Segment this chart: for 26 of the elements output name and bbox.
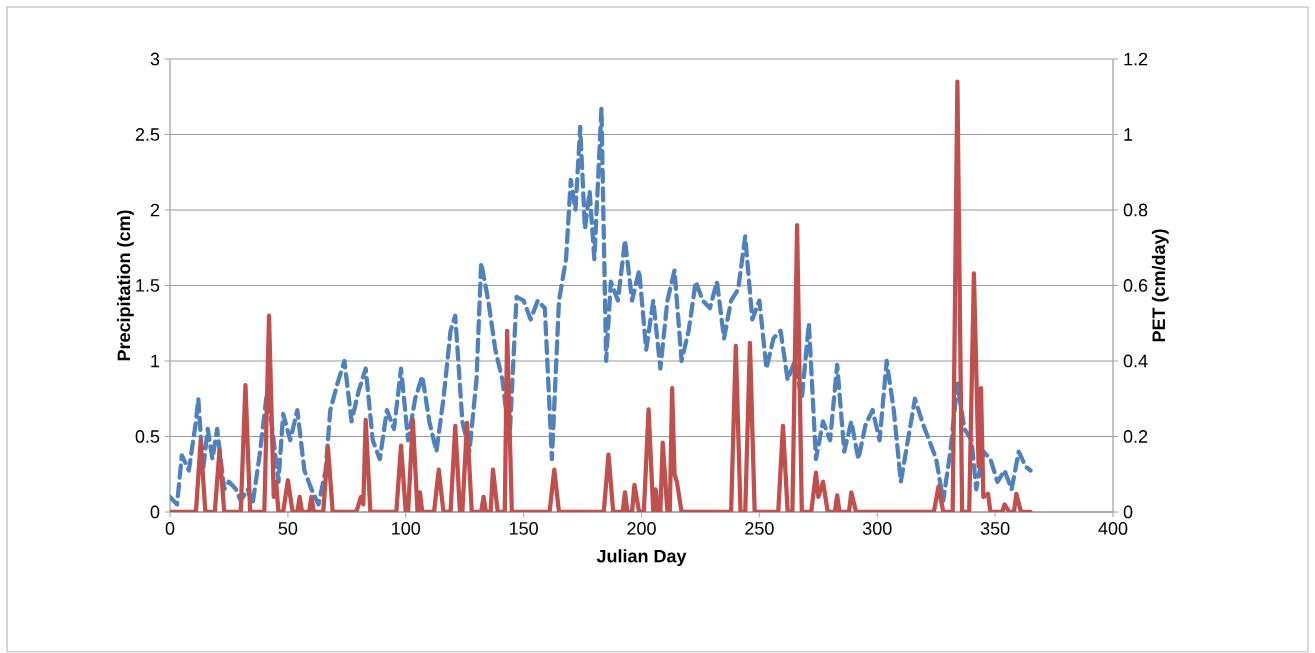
- x-axis-title: Julian Day: [596, 549, 687, 567]
- y-tick-label: 0.5: [135, 430, 160, 444]
- x-tick-label: 150: [509, 522, 538, 535]
- y-tick-label: 1: [151, 355, 160, 368]
- y-axis-title: Precipitation (cm): [117, 210, 134, 361]
- y2-tick-label: 0.2: [1123, 430, 1148, 444]
- y2-tick-label: 0: [1123, 505, 1133, 519]
- x-tick-label: 250: [745, 522, 774, 535]
- x-tick-label: 200: [627, 522, 656, 535]
- x-tick-label: 300: [862, 522, 892, 535]
- x-tick-label: 0: [165, 522, 175, 535]
- y-tick-label: 2.5: [135, 128, 160, 142]
- x-tick-label: 50: [278, 522, 298, 535]
- y2-axis-title: PET (cm/day): [1151, 229, 1169, 342]
- y-tick-label: 3: [150, 52, 160, 66]
- y-tick-label: 2: [150, 203, 160, 217]
- x-tick-label: 350: [980, 522, 1010, 535]
- y2-tick-label: 1.2: [1124, 52, 1148, 66]
- y2-tick-label: 0.4: [1123, 354, 1148, 368]
- x-tick-label: 100: [392, 522, 421, 535]
- y-tick-label: 1.5: [136, 279, 160, 292]
- y2-tick-label: 0.6: [1123, 279, 1148, 293]
- y2-tick-label: 0.8: [1123, 203, 1148, 217]
- y-tick-label: 0: [150, 505, 160, 519]
- x-tick-label: 400: [1098, 522, 1128, 535]
- y2-tick-label: 1: [1124, 128, 1133, 141]
